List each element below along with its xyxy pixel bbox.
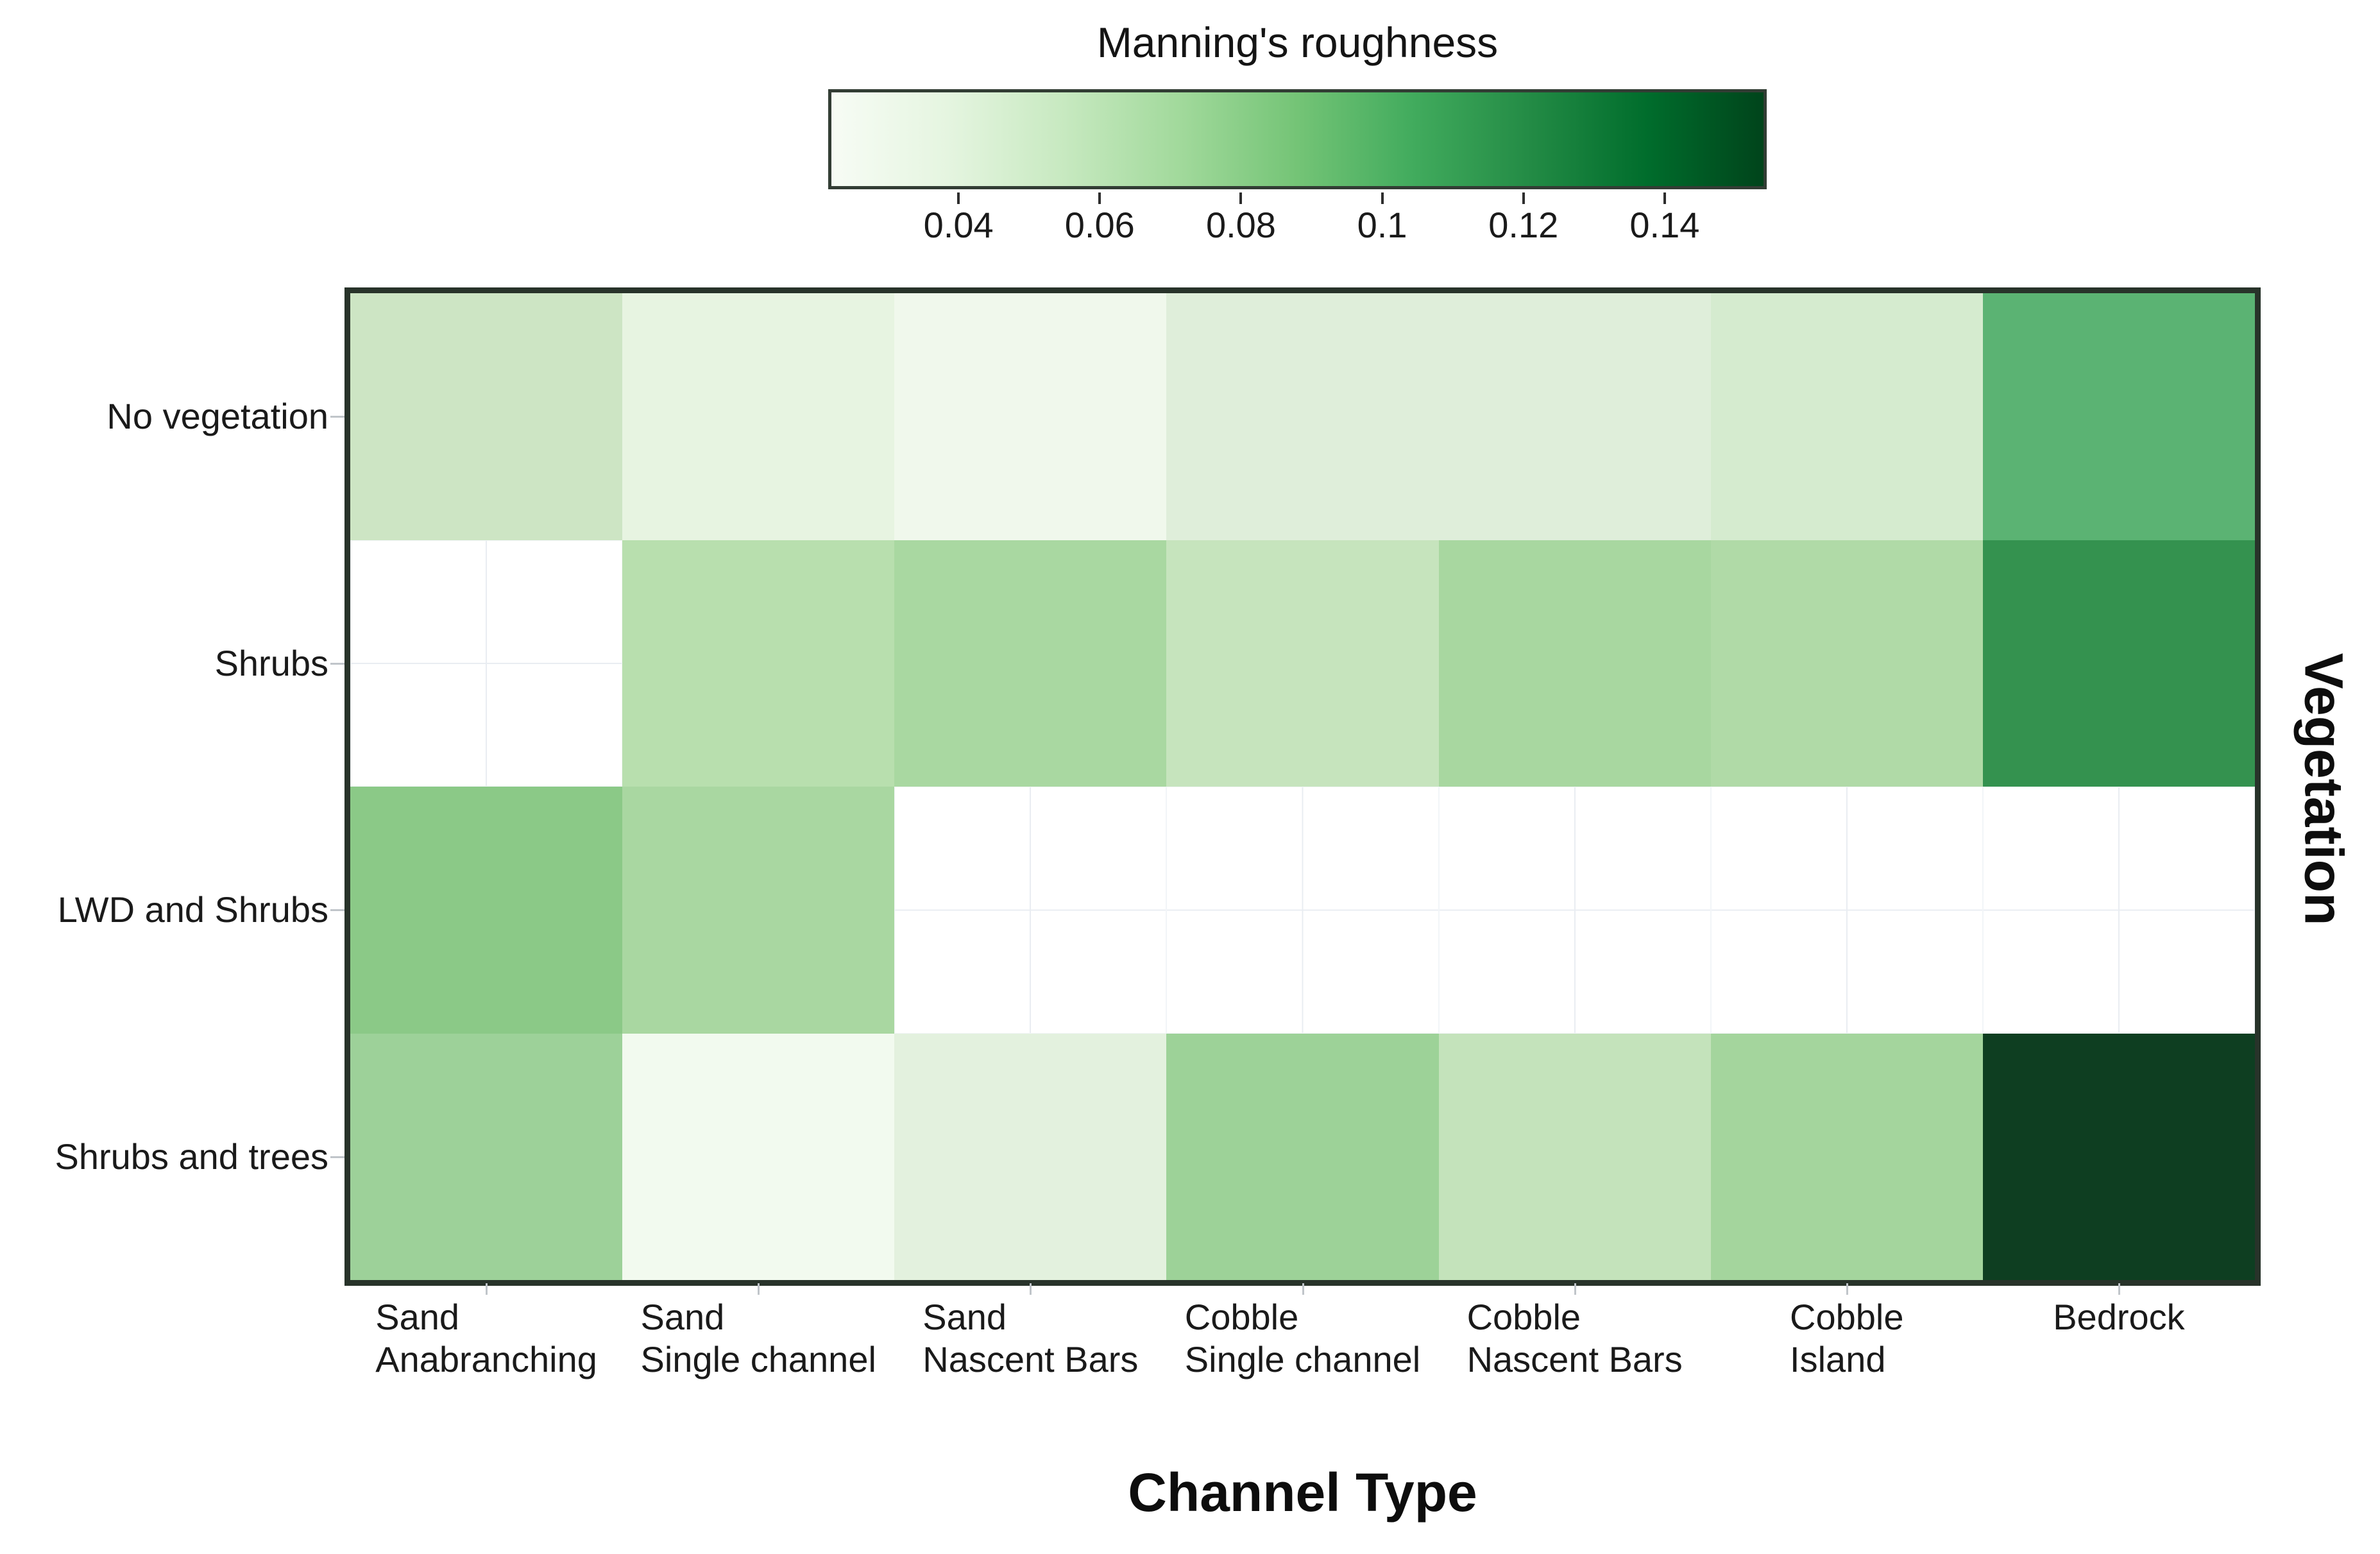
heatmap-cell-r2c6 xyxy=(1982,787,2255,1034)
heatmap-grid xyxy=(350,293,2255,1280)
x-axis-label-3: Cobble Single channel xyxy=(1184,1297,1421,1379)
colorbar-tick-label: 0.1 xyxy=(1357,205,1407,245)
x-axis-label-1: Sand Single channel xyxy=(640,1297,876,1379)
colorbar-tick-mark xyxy=(1522,192,1525,204)
y-axis-label-2: LWD and Shrubs xyxy=(57,889,328,930)
x-axis-label-2: Sand Nascent Bars xyxy=(922,1297,1139,1379)
x-axis-label-5: Cobble Island xyxy=(1790,1297,1904,1379)
colorbar-gradient xyxy=(828,89,1767,189)
heatmap-cell-r3c4 xyxy=(1438,1033,1711,1280)
heatmap-cell-r1c2 xyxy=(894,540,1167,787)
colorbar-tick-label: 0.04 xyxy=(923,205,994,245)
heatmap-cell-r1c6 xyxy=(1982,540,2255,787)
heatmap-cell-r0c5 xyxy=(1710,293,1983,540)
y-axis-tick-mark xyxy=(330,416,344,418)
y-axis-label-0: No vegetation xyxy=(106,396,328,437)
colorbar-tick-mark xyxy=(1239,192,1243,204)
x-axis-title: Channel Type xyxy=(1128,1462,1477,1523)
heatmap-cell-r0c3 xyxy=(1166,293,1439,540)
heatmap-cell-r1c3 xyxy=(1166,540,1439,787)
heatmap-cell-r3c3 xyxy=(1166,1033,1439,1280)
heatmap-cell-r3c5 xyxy=(1710,1033,1983,1280)
x-axis-tick-mark xyxy=(2118,1283,2120,1295)
colorbar-tick-mark xyxy=(957,192,960,204)
x-axis-label-0: Sand Anabranching xyxy=(375,1297,597,1379)
heatmap-cell-r2c5 xyxy=(1710,787,1983,1034)
colorbar-tick-label: 0.08 xyxy=(1205,205,1276,245)
heatmap-cell-r0c2 xyxy=(894,293,1167,540)
colorbar-tick-label: 0.14 xyxy=(1629,205,1700,245)
y-axis-tick-mark xyxy=(330,662,344,665)
heatmap-cell-r0c0 xyxy=(350,293,623,540)
heatmap-cell-r2c4 xyxy=(1438,787,1711,1034)
x-axis-tick-mark xyxy=(758,1283,760,1295)
colorbar-tick-label: 0.06 xyxy=(1064,205,1135,245)
x-axis-tick-mark xyxy=(1574,1283,1576,1295)
heatmap-cell-r1c1 xyxy=(622,540,895,787)
y-axis-tick-mark xyxy=(330,1156,344,1158)
colorbar-tick-mark xyxy=(1098,192,1101,204)
heatmap-plot-area xyxy=(344,287,2261,1286)
heatmap-cell-r3c0 xyxy=(350,1033,623,1280)
heatmap-cell-r2c0 xyxy=(350,787,623,1034)
x-axis-label-4: Cobble Nascent Bars xyxy=(1466,1297,1683,1379)
heatmap-cell-r1c5 xyxy=(1710,540,1983,787)
colorbar-tick-label: 0.12 xyxy=(1488,205,1559,245)
x-axis-tick-mark xyxy=(486,1283,488,1295)
heatmap-cell-r3c6 xyxy=(1982,1033,2255,1280)
heatmap-cell-r2c1 xyxy=(622,787,895,1034)
y-axis-label-1: Shrubs xyxy=(214,642,328,683)
heatmap-cell-r1c4 xyxy=(1438,540,1711,787)
x-axis-tick-mark xyxy=(1302,1283,1304,1295)
colorbar-tick-mark xyxy=(1381,192,1384,204)
x-axis-tick-mark xyxy=(1030,1283,1032,1295)
heatmap-cell-r2c3 xyxy=(1166,787,1439,1034)
heatmap-cell-r0c6 xyxy=(1982,293,2255,540)
x-axis-label-6: Bedrock xyxy=(2053,1297,2185,1337)
x-axis-tick-mark xyxy=(1846,1283,1848,1295)
colorbar-title: Manning's roughness xyxy=(1096,19,1499,66)
heatmap-cell-r2c2 xyxy=(894,787,1167,1034)
heatmap-cell-r3c2 xyxy=(894,1033,1167,1280)
colorbar-tick-mark xyxy=(1663,192,1666,204)
heatmap-cell-r1c0 xyxy=(350,540,623,787)
heatmap-cell-r0c4 xyxy=(1438,293,1711,540)
y-axis-title: Vegetation xyxy=(2293,653,2354,926)
y-axis-label-3: Shrubs and trees xyxy=(55,1136,328,1177)
heatmap-cell-r3c1 xyxy=(622,1033,895,1280)
y-axis-tick-mark xyxy=(330,909,344,912)
heatmap-cell-r0c1 xyxy=(622,293,895,540)
